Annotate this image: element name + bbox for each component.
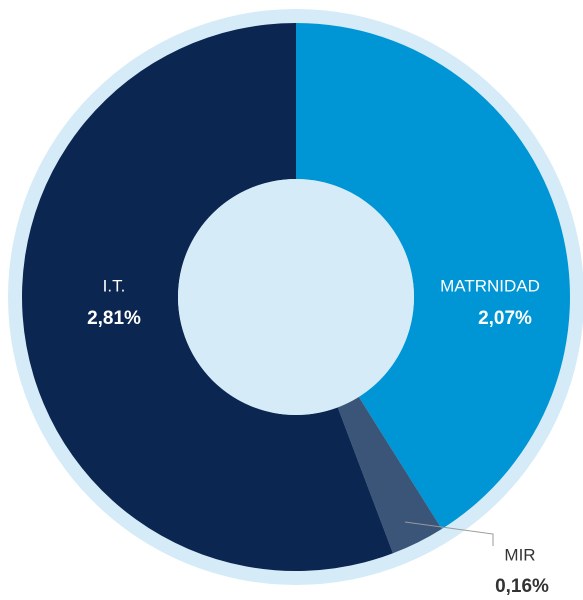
value-label: 0,16% [495, 576, 549, 597]
donut-hole [178, 179, 414, 415]
slice [337, 396, 442, 554]
value-label: 2,81% [87, 308, 141, 329]
slice-label: MATRNIDAD [440, 276, 540, 295]
slice [22, 23, 393, 571]
value-label: 2,07% [478, 308, 532, 329]
slice-label: I.T. [103, 276, 126, 295]
leader-line [404, 521, 494, 546]
slice [296, 23, 571, 530]
slice-label: MIR [504, 545, 535, 564]
